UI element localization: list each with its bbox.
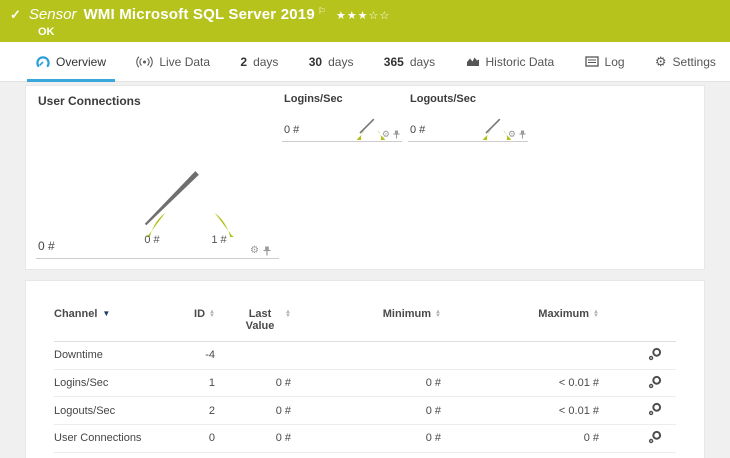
logins-gauge-value: 0 # bbox=[284, 124, 300, 136]
pin-icon[interactable] bbox=[393, 130, 400, 139]
channel-settings-icon[interactable] bbox=[648, 430, 662, 444]
channel-minimum: 0 # bbox=[425, 377, 441, 390]
main-gauge-title: User Connections bbox=[38, 94, 141, 108]
channel-id: -4 bbox=[205, 349, 215, 362]
gauge-needle bbox=[485, 118, 501, 134]
tab-2-days[interactable]: 2 days bbox=[240, 42, 278, 82]
gauge-scale-min: 0 # bbox=[144, 234, 160, 246]
flag-icon[interactable]: ⚐ bbox=[317, 6, 326, 16]
channel-settings-icon[interactable] bbox=[648, 347, 662, 361]
sensor-header: ✓ Sensor WMI Microsoft SQL Server 2019 ⚐… bbox=[0, 0, 730, 42]
channel-id: 2 bbox=[208, 404, 215, 417]
tab-label: Settings bbox=[672, 54, 716, 69]
object-kind-label: Sensor bbox=[28, 6, 77, 23]
gauge-gear-icon[interactable]: ⚙ bbox=[250, 245, 259, 256]
sort-arrows-icon: ▲ ▼ bbox=[285, 309, 291, 319]
gauge-underline bbox=[408, 141, 528, 142]
tab-number: 30 bbox=[308, 54, 323, 69]
gauge-icon bbox=[36, 56, 50, 68]
logins-gauge bbox=[356, 118, 386, 140]
tab-historic-data[interactable]: Historic Data bbox=[466, 42, 555, 82]
status-check-icon: ✓ bbox=[10, 7, 21, 22]
tab-label: days bbox=[328, 54, 354, 69]
channel-last-value: 0 # bbox=[275, 377, 291, 390]
channel-name[interactable]: Logouts/Sec bbox=[54, 404, 116, 417]
channel-settings-icon[interactable] bbox=[648, 402, 662, 416]
channel-maximum: < 0.01 # bbox=[558, 377, 599, 390]
logouts-gauge-value: 0 # bbox=[410, 124, 426, 136]
table-row[interactable]: Downtime -4 bbox=[54, 342, 676, 370]
gauge-underline bbox=[282, 141, 402, 142]
pin-icon[interactable] bbox=[263, 246, 271, 256]
tab-label: Log bbox=[604, 54, 625, 69]
tab-30-days[interactable]: 30 days bbox=[309, 42, 354, 82]
tab-live-data[interactable]: Live Data bbox=[136, 42, 210, 82]
table-row[interactable]: Logins/Sec 1 0 # 0 # < 0.01 # bbox=[54, 370, 676, 398]
tab-log[interactable]: Log bbox=[584, 42, 625, 82]
logins-gauge-title: Logins/Sec bbox=[284, 93, 343, 105]
channel-id: 1 bbox=[208, 377, 215, 390]
channel-last-value: 0 # bbox=[275, 432, 291, 445]
channel-name[interactable]: Downtime bbox=[54, 349, 103, 362]
pin-icon[interactable] bbox=[519, 130, 526, 139]
channel-minimum: 0 # bbox=[425, 432, 441, 445]
table-header-row: Channel ▼ ID ▲ ▼ Last Value ▲ ▼ Minimum ▲ ▼ … bbox=[54, 281, 676, 342]
main-gauge-value: 0 # bbox=[38, 239, 55, 253]
status-badge: OK bbox=[38, 26, 55, 38]
gauge-scale-max: 1 # bbox=[211, 234, 227, 246]
table-row[interactable]: User Connections 0 0 # 0 # 0 # bbox=[54, 425, 676, 453]
gauge-underline bbox=[36, 258, 279, 259]
channels-panel: Channel ▼ ID ▲ ▼ Last Value ▲ ▼ Minimum ▲ ▼ … bbox=[25, 280, 705, 458]
sort-desc-icon: ▼ bbox=[102, 309, 111, 318]
sensor-title: WMI Microsoft SQL Server 2019 bbox=[83, 6, 315, 23]
channel-name[interactable]: User Connections bbox=[54, 432, 142, 445]
tab-overview[interactable]: Overview bbox=[26, 42, 116, 82]
channel-name[interactable]: Logins/Sec bbox=[54, 377, 109, 390]
channel-last-value: 0 # bbox=[275, 404, 291, 417]
tab-number: 365 bbox=[383, 54, 404, 69]
user-connections-gauge bbox=[144, 171, 234, 237]
gauge-gear-icon[interactable]: ⚙ bbox=[507, 129, 516, 139]
logouts-gauge-title: Logouts/Sec bbox=[410, 93, 477, 105]
gauges-panel: User Connections 0 # 1 # 0 # ⚙ Logins/Se… bbox=[25, 85, 705, 270]
gear-icon: ⚙ bbox=[654, 54, 667, 69]
channel-maximum: < 0.01 # bbox=[558, 404, 599, 417]
sort-arrows-icon: ▲ ▼ bbox=[593, 309, 599, 319]
priority-stars[interactable]: ★★★☆☆ bbox=[335, 10, 391, 22]
tab-365-days[interactable]: 365 days bbox=[384, 42, 435, 82]
tab-label: days bbox=[409, 54, 436, 69]
column-header-channel[interactable]: Channel ▼ bbox=[54, 308, 111, 320]
channel-id: 0 bbox=[208, 432, 215, 445]
channel-maximum: 0 # bbox=[583, 432, 599, 445]
column-header-minimum[interactable]: Minimum ▲ ▼ bbox=[382, 308, 441, 320]
column-header-id[interactable]: ID ▲ ▼ bbox=[194, 308, 215, 320]
logins-gauge-block: Logins/Sec 0 # ⚙ bbox=[282, 93, 402, 142]
tab-settings[interactable]: ⚙ Settings bbox=[655, 42, 716, 82]
logouts-gauge-block: Logouts/Sec 0 # ⚙ bbox=[408, 93, 528, 142]
sort-arrows-icon: ▲ ▼ bbox=[209, 309, 215, 319]
gauge-needle bbox=[359, 118, 375, 134]
tab-label: Historic Data bbox=[485, 54, 555, 69]
tab-label: Overview bbox=[56, 54, 107, 69]
tab-number: 2 bbox=[240, 54, 248, 69]
column-header-last-value[interactable]: Last Value ▲ ▼ bbox=[245, 308, 291, 332]
gauge-needle bbox=[144, 171, 199, 226]
channel-minimum: 0 # bbox=[425, 404, 441, 417]
tab-bar: Overview Live Data 2 days 30 days 365 da… bbox=[0, 42, 730, 82]
sort-arrows-icon: ▲ ▼ bbox=[435, 309, 441, 319]
broadcast-icon bbox=[136, 55, 154, 68]
table-row[interactable]: Logouts/Sec 2 0 # 0 # < 0.01 # bbox=[54, 397, 676, 426]
log-icon bbox=[584, 56, 599, 67]
channel-settings-icon[interactable] bbox=[648, 375, 662, 389]
gauge-gear-icon[interactable]: ⚙ bbox=[381, 129, 390, 139]
logouts-gauge bbox=[482, 118, 512, 140]
tab-label: Live Data bbox=[159, 54, 211, 69]
historic-data-icon bbox=[466, 57, 479, 66]
column-header-maximum[interactable]: Maximum ▲ ▼ bbox=[538, 308, 599, 320]
tab-label: days bbox=[253, 54, 279, 69]
